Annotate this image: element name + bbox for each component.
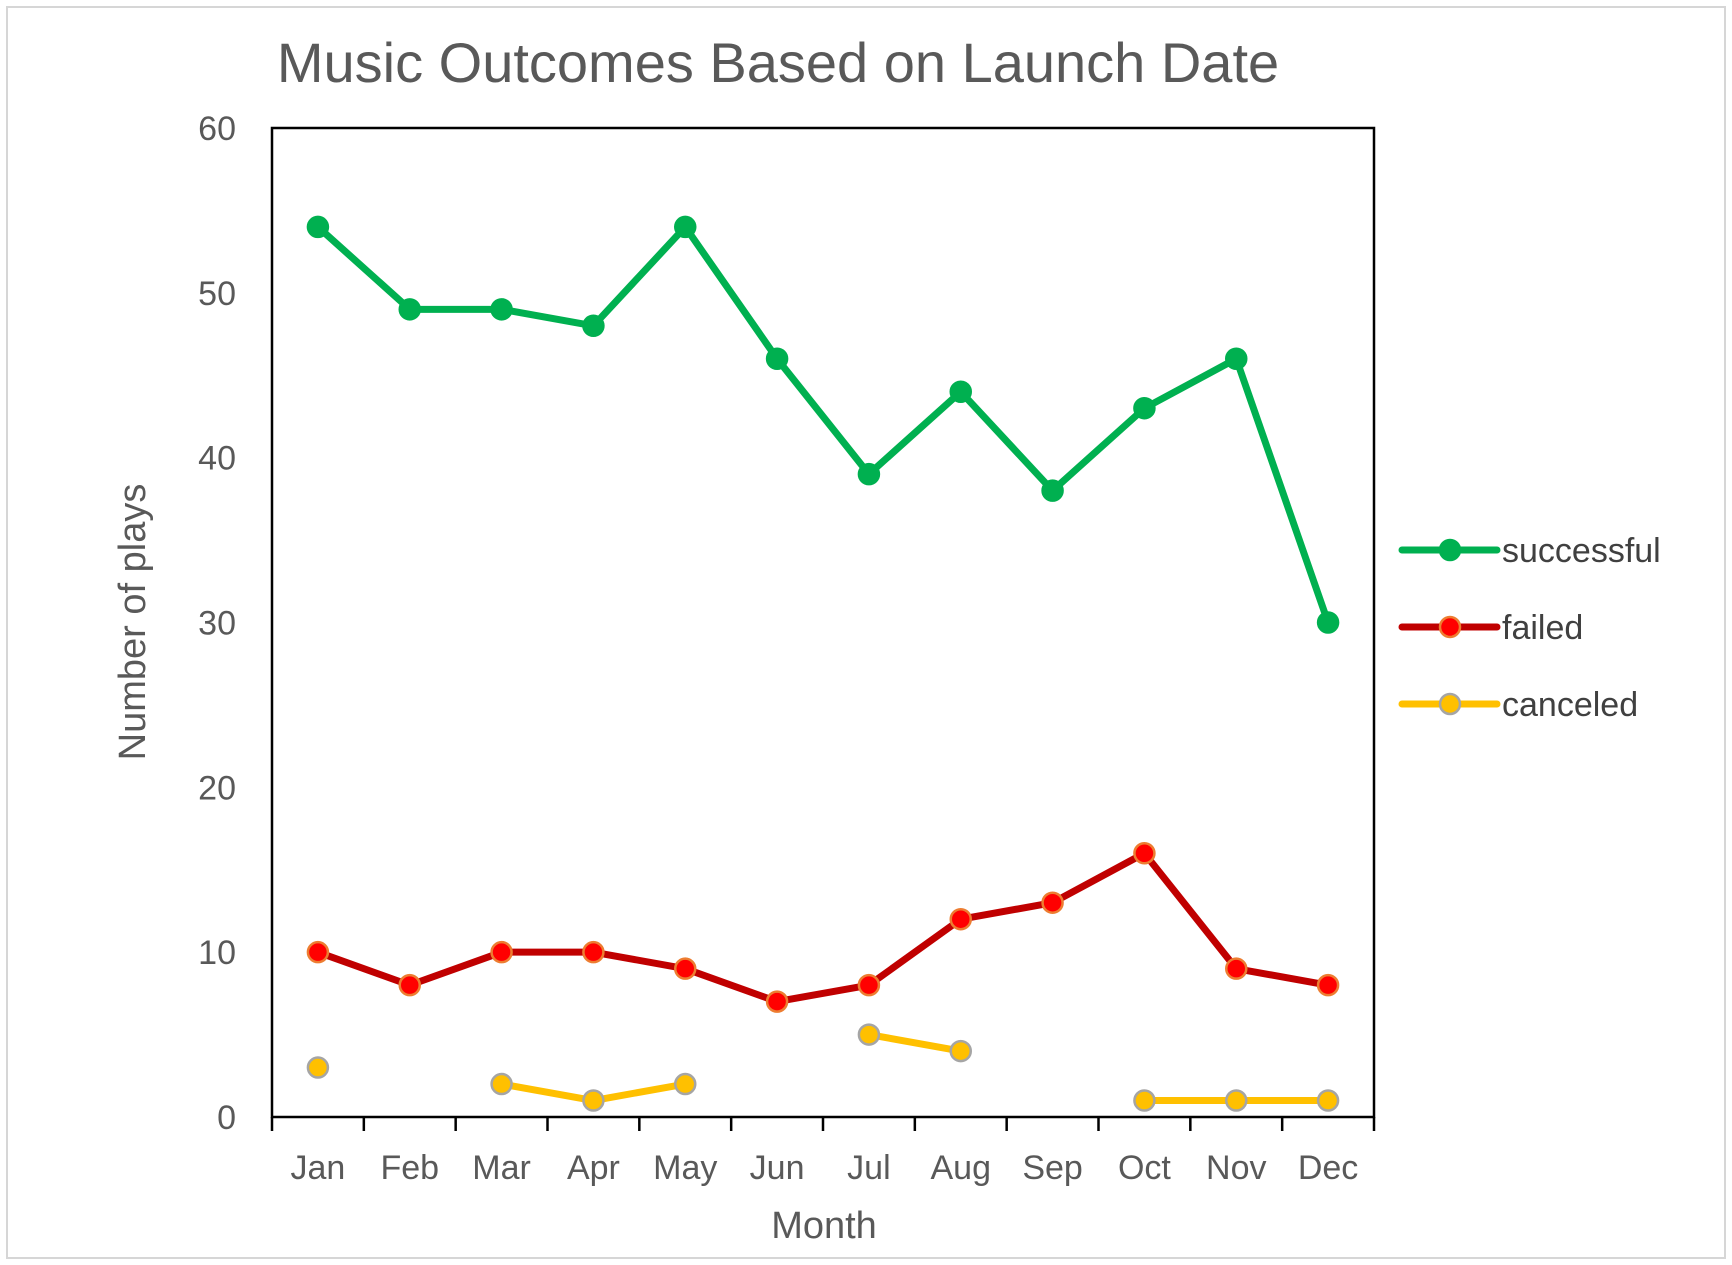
series-line-failed bbox=[314, 849, 1332, 1006]
y-tick-label: 10 bbox=[198, 934, 236, 972]
data-point-failed bbox=[306, 940, 330, 964]
x-tick-label: Aug bbox=[931, 1149, 992, 1187]
x-tick-label: Mar bbox=[472, 1149, 531, 1187]
legend-swatch-marker bbox=[1438, 538, 1462, 562]
data-point-canceled bbox=[949, 1039, 972, 1063]
y-tick-label: 50 bbox=[198, 275, 236, 313]
x-tick-label: Oct bbox=[1118, 1149, 1171, 1187]
y-tick-label: 30 bbox=[198, 605, 236, 643]
series-layer bbox=[306, 215, 1340, 1112]
legend-swatch-marker bbox=[1438, 692, 1462, 716]
data-point-successful bbox=[1041, 479, 1064, 502]
data-point-canceled bbox=[1316, 1089, 1340, 1112]
legend-label: canceled bbox=[1502, 686, 1638, 724]
data-point-canceled bbox=[582, 1089, 605, 1112]
data-point-successful bbox=[857, 462, 881, 486]
data-point-failed bbox=[1041, 891, 1064, 914]
x-tick-label: Nov bbox=[1206, 1149, 1266, 1187]
series-canceled bbox=[306, 1023, 1340, 1112]
x-axis-label: Month bbox=[771, 1205, 877, 1247]
data-point-failed bbox=[674, 957, 697, 980]
y-tick-label: 40 bbox=[198, 440, 236, 478]
legend-label: failed bbox=[1502, 609, 1583, 647]
series-successful bbox=[306, 215, 1340, 634]
x-tick-label: Jun bbox=[750, 1149, 805, 1187]
y-tick-label: 60 bbox=[198, 110, 236, 148]
x-tick-label: Sep bbox=[1022, 1149, 1083, 1187]
data-point-successful bbox=[398, 298, 421, 321]
data-point-failed bbox=[582, 940, 605, 964]
plot-area bbox=[270, 126, 1376, 1119]
data-point-canceled bbox=[674, 1072, 697, 1096]
legend-swatch-marker bbox=[1438, 615, 1462, 639]
data-point-failed bbox=[1133, 842, 1156, 865]
data-point-canceled bbox=[490, 1072, 513, 1096]
data-point-canceled bbox=[857, 1023, 881, 1046]
data-point-successful bbox=[1316, 611, 1340, 634]
x-tick-label: May bbox=[653, 1149, 717, 1187]
y-tick-label: 0 bbox=[217, 1099, 236, 1137]
data-point-failed bbox=[857, 973, 881, 997]
x-tick-label: Feb bbox=[380, 1149, 439, 1187]
data-point-failed bbox=[490, 940, 513, 964]
data-point-successful bbox=[306, 215, 330, 239]
series-line-successful bbox=[314, 223, 1332, 626]
y-axis-label: Number of plays bbox=[112, 484, 154, 761]
y-tick-label: 20 bbox=[198, 769, 236, 807]
data-point-successful bbox=[582, 314, 605, 338]
legend-item-failed: failed bbox=[1398, 609, 1583, 647]
data-point-canceled bbox=[306, 1056, 330, 1079]
legend: successful failed canceled bbox=[1398, 532, 1661, 724]
data-point-failed bbox=[1225, 957, 1248, 980]
data-point-canceled bbox=[1133, 1089, 1156, 1112]
x-tick-label: Apr bbox=[567, 1149, 620, 1187]
legend-item-successful: successful bbox=[1398, 532, 1661, 570]
legend-label: successful bbox=[1502, 532, 1661, 570]
chart-title: Music Outcomes Based on Launch Date bbox=[277, 31, 1279, 94]
series-line-canceled bbox=[865, 1031, 965, 1055]
data-point-successful bbox=[490, 298, 513, 321]
x-axis: Jan Feb Mar Apr May Jun Jul Aug Sep Oct Nov Dec bbox=[270, 1117, 1376, 1187]
data-point-failed bbox=[765, 990, 789, 1013]
legend-item-canceled: canceled bbox=[1398, 686, 1638, 724]
data-point-successful bbox=[1133, 396, 1156, 420]
y-axis: 0 10 20 30 40 50 60 bbox=[198, 110, 236, 1137]
x-tick-label: Jan bbox=[291, 1149, 346, 1187]
data-point-failed bbox=[398, 973, 421, 997]
x-tick-label: Jul bbox=[847, 1149, 890, 1187]
data-point-failed bbox=[1316, 973, 1340, 997]
data-point-failed bbox=[949, 907, 972, 931]
data-point-successful bbox=[949, 380, 972, 403]
data-point-canceled bbox=[1225, 1089, 1248, 1112]
data-point-successful bbox=[765, 347, 789, 371]
data-point-successful bbox=[674, 215, 697, 239]
series-failed bbox=[306, 842, 1340, 1013]
x-tick-label: Dec bbox=[1298, 1149, 1358, 1187]
data-point-successful bbox=[1225, 347, 1248, 371]
